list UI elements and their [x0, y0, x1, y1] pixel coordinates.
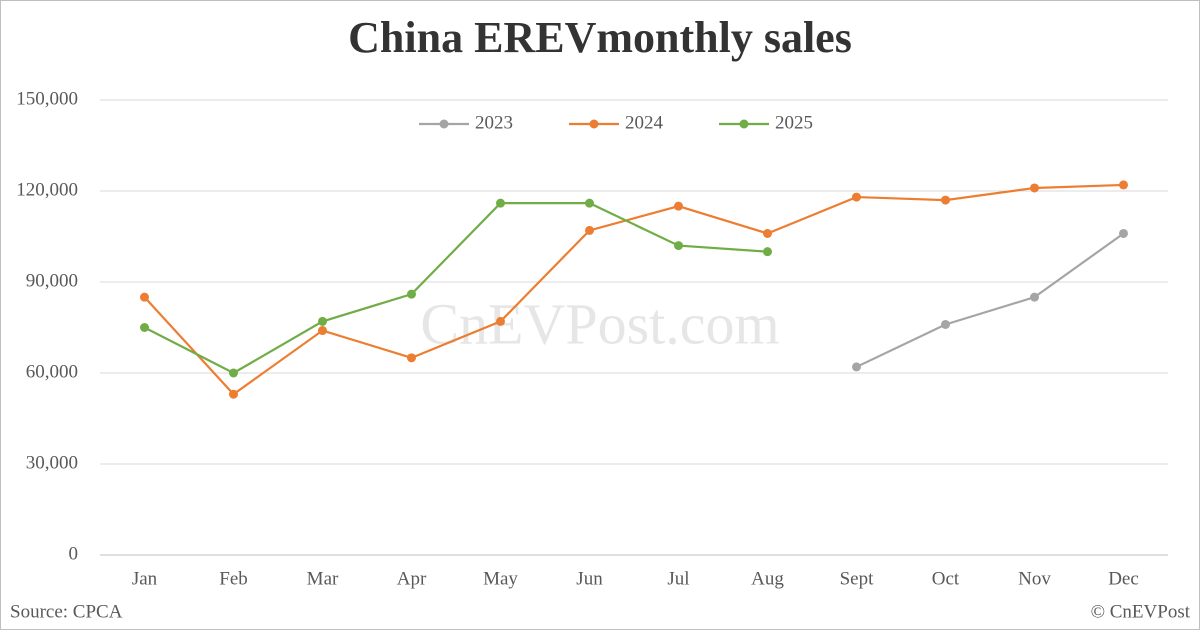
- y-tick-label: 60,000: [26, 361, 78, 382]
- series-marker: [941, 319, 950, 329]
- legend-marker: [589, 119, 599, 129]
- series-marker: [229, 368, 238, 378]
- y-tick-label: 0: [69, 543, 79, 564]
- y-tick-label: 150,000: [16, 88, 78, 109]
- series-marker: [763, 228, 772, 238]
- series-marker: [407, 353, 416, 363]
- series-marker: [496, 198, 505, 208]
- source: Source: CPCA: [10, 601, 123, 622]
- series-marker: [496, 316, 505, 326]
- series-marker: [140, 292, 149, 302]
- series-marker: [674, 241, 683, 251]
- x-tick-label: Jul: [667, 568, 689, 589]
- x-tick-label: Feb: [219, 568, 248, 589]
- x-tick-label: Oct: [932, 568, 960, 589]
- legend-label: 2023: [475, 112, 513, 133]
- y-tick-label: 120,000: [16, 179, 78, 200]
- x-tick-label: Aug: [751, 568, 784, 589]
- x-tick-label: Nov: [1018, 568, 1051, 589]
- series-marker: [407, 289, 416, 299]
- series-line: [143, 183, 1124, 396]
- series-marker: [1119, 180, 1128, 190]
- x-tick-label: Dec: [1108, 568, 1139, 589]
- series-line: [143, 202, 768, 375]
- series-line: [856, 232, 1125, 368]
- chart-title: China EREVmonthly sales: [348, 13, 852, 62]
- legend-label: 2025: [775, 112, 813, 133]
- x-tick-label: Sept: [840, 568, 875, 589]
- y-tick-label: 90,000: [26, 270, 78, 291]
- series-marker: [585, 225, 594, 235]
- series-marker: [852, 192, 861, 202]
- series-marker: [941, 195, 950, 205]
- legend-marker: [739, 119, 749, 129]
- series-marker: [852, 362, 861, 372]
- series-marker: [674, 201, 683, 211]
- series-marker: [1030, 292, 1039, 302]
- series-marker: [763, 247, 772, 257]
- series-marker: [140, 323, 149, 332]
- series-marker: [1030, 183, 1039, 193]
- series-marker: [585, 198, 594, 208]
- x-tick-label: May: [483, 568, 518, 589]
- y-tick-label: 30,000: [26, 452, 78, 473]
- series-marker: [318, 316, 327, 326]
- watermark: CnEVPost.com: [420, 291, 779, 356]
- series-marker: [229, 389, 238, 399]
- x-tick-label: Jun: [576, 568, 603, 589]
- x-tick-label: Jan: [132, 568, 158, 589]
- series-marker: [318, 326, 327, 336]
- credit: © CnEVPost: [1091, 601, 1191, 622]
- series-marker: [1119, 228, 1128, 238]
- legend-marker: [439, 119, 449, 129]
- legend-label: 2024: [625, 112, 664, 133]
- x-tick-label: Mar: [307, 568, 339, 589]
- x-tick-label: Apr: [397, 568, 427, 589]
